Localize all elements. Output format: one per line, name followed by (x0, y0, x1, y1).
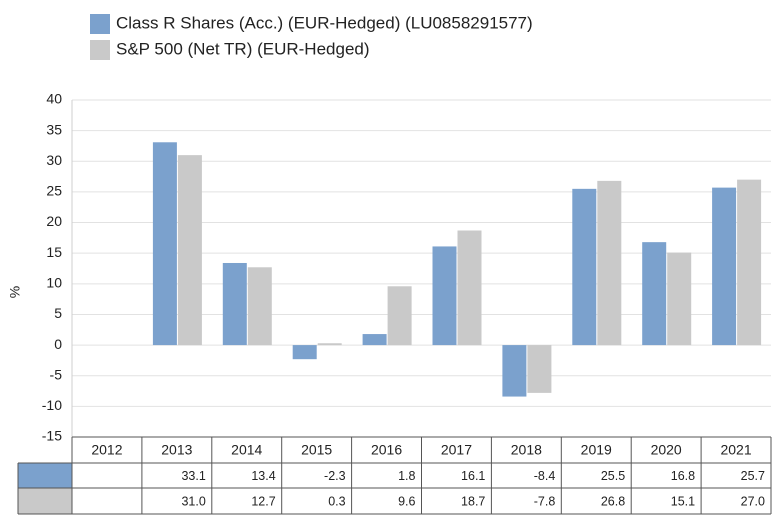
table-cell: 0.3 (328, 494, 345, 508)
bar (387, 286, 412, 346)
table-swatch (18, 488, 72, 514)
bar (642, 242, 667, 346)
x-tick-label: 2016 (371, 442, 402, 458)
y-tick-label: 35 (46, 121, 62, 137)
table-cell: 33.1 (181, 469, 205, 483)
table-cell: -7.8 (534, 494, 556, 508)
table-cell: 15.1 (671, 494, 695, 508)
x-tick-label: 2019 (581, 442, 612, 458)
table-cell: 18.7 (461, 494, 485, 508)
x-tick-label: 2018 (511, 442, 542, 458)
bar (712, 187, 737, 346)
legend-label: Class R Shares (Acc.) (EUR-Hedged) (LU08… (116, 13, 533, 32)
y-tick-label: 25 (46, 183, 62, 199)
table-cell: -8.4 (534, 469, 556, 483)
bar (572, 188, 597, 346)
table-cell: 26.8 (601, 494, 625, 508)
bar (152, 142, 177, 346)
bar (362, 334, 387, 346)
y-tick-label: -10 (42, 397, 62, 413)
x-tick-label: 2012 (91, 442, 122, 458)
y-tick-label: 30 (46, 152, 62, 168)
bar (527, 345, 552, 393)
y-tick-label: 20 (46, 213, 62, 229)
table-cell: 12.7 (251, 494, 275, 508)
x-tick-label: 2020 (651, 442, 682, 458)
table-cell: 13.4 (251, 469, 275, 483)
bar (292, 345, 317, 360)
legend-label: S&P 500 (Net TR) (EUR-Hedged) (116, 39, 370, 58)
legend-swatch (90, 14, 110, 34)
bar (247, 267, 272, 346)
table-cell: 1.8 (398, 469, 415, 483)
bar (457, 230, 482, 346)
table-cell: 25.5 (601, 469, 625, 483)
table-cell: 16.8 (671, 469, 695, 483)
x-tick-label: 2021 (720, 442, 751, 458)
bar (432, 246, 457, 346)
table-swatch (18, 463, 72, 488)
y-tick-label: 15 (46, 244, 62, 260)
y-tick-label: -5 (50, 366, 63, 382)
bar (737, 179, 762, 346)
x-tick-label: 2013 (161, 442, 192, 458)
y-tick-label: 10 (46, 275, 62, 291)
legend-swatch (90, 40, 110, 60)
table-cell: -2.3 (324, 469, 346, 483)
bar (222, 262, 247, 346)
y-tick-label: 40 (46, 91, 62, 107)
bar (317, 343, 342, 346)
table-cell: 16.1 (461, 469, 485, 483)
y-axis-label: % (7, 286, 23, 298)
x-tick-label: 2014 (231, 442, 262, 458)
table-cell: 27.0 (741, 494, 765, 508)
table-cell: 25.7 (741, 469, 765, 483)
y-tick-label: 5 (54, 305, 62, 321)
table-cell: 31.0 (181, 494, 205, 508)
table-cell: 9.6 (398, 494, 415, 508)
y-tick-label: 0 (54, 336, 62, 352)
x-tick-label: 2015 (301, 442, 332, 458)
bar (502, 345, 527, 397)
y-tick-label: -15 (42, 428, 62, 444)
bar (667, 252, 692, 346)
bar (177, 155, 202, 346)
bar (597, 180, 622, 346)
x-tick-label: 2017 (441, 442, 472, 458)
